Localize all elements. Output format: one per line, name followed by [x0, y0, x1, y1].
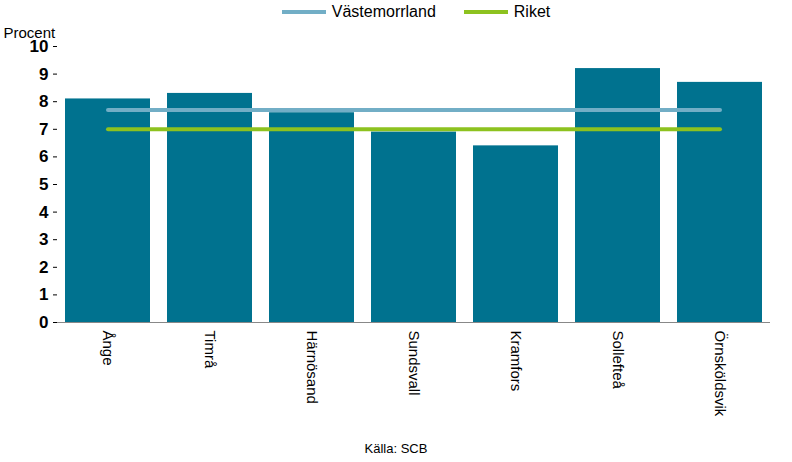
svg-text:Timrå: Timrå: [202, 331, 219, 369]
html-text:Västemorrland: Västemorrland: [331, 3, 436, 20]
svg-text:5: 5: [39, 175, 48, 194]
svg-text:4: 4: [39, 203, 49, 222]
svg-text:9: 9: [39, 65, 48, 84]
svg-text:2: 2: [39, 258, 48, 277]
svg-text:Kramfors: Kramfors: [508, 331, 525, 392]
svg-text:0: 0: [39, 313, 48, 332]
svg-text:10: 10: [29, 36, 49, 56]
svg-text:Sundsvall: Sundsvall: [406, 331, 423, 396]
svg-text:1: 1: [39, 285, 48, 304]
svg-text:Härnösand: Härnösand: [304, 331, 321, 404]
svg-text:Örnsköldsvik: Örnsköldsvik: [712, 331, 729, 417]
svg-text:6: 6: [39, 147, 48, 166]
svg-text:Sollefteå: Sollefteå: [610, 331, 627, 390]
html-text:Källa: SCB: Källa: SCB: [364, 441, 428, 456]
svg-text:Procent: Procent: [4, 24, 57, 41]
svg-text:8: 8: [39, 92, 48, 111]
html-text:Riket: Riket: [513, 3, 551, 20]
svg-text:7: 7: [39, 120, 48, 139]
svg-text:3: 3: [39, 230, 48, 249]
svg-text:Ånge: Ånge: [100, 331, 117, 366]
